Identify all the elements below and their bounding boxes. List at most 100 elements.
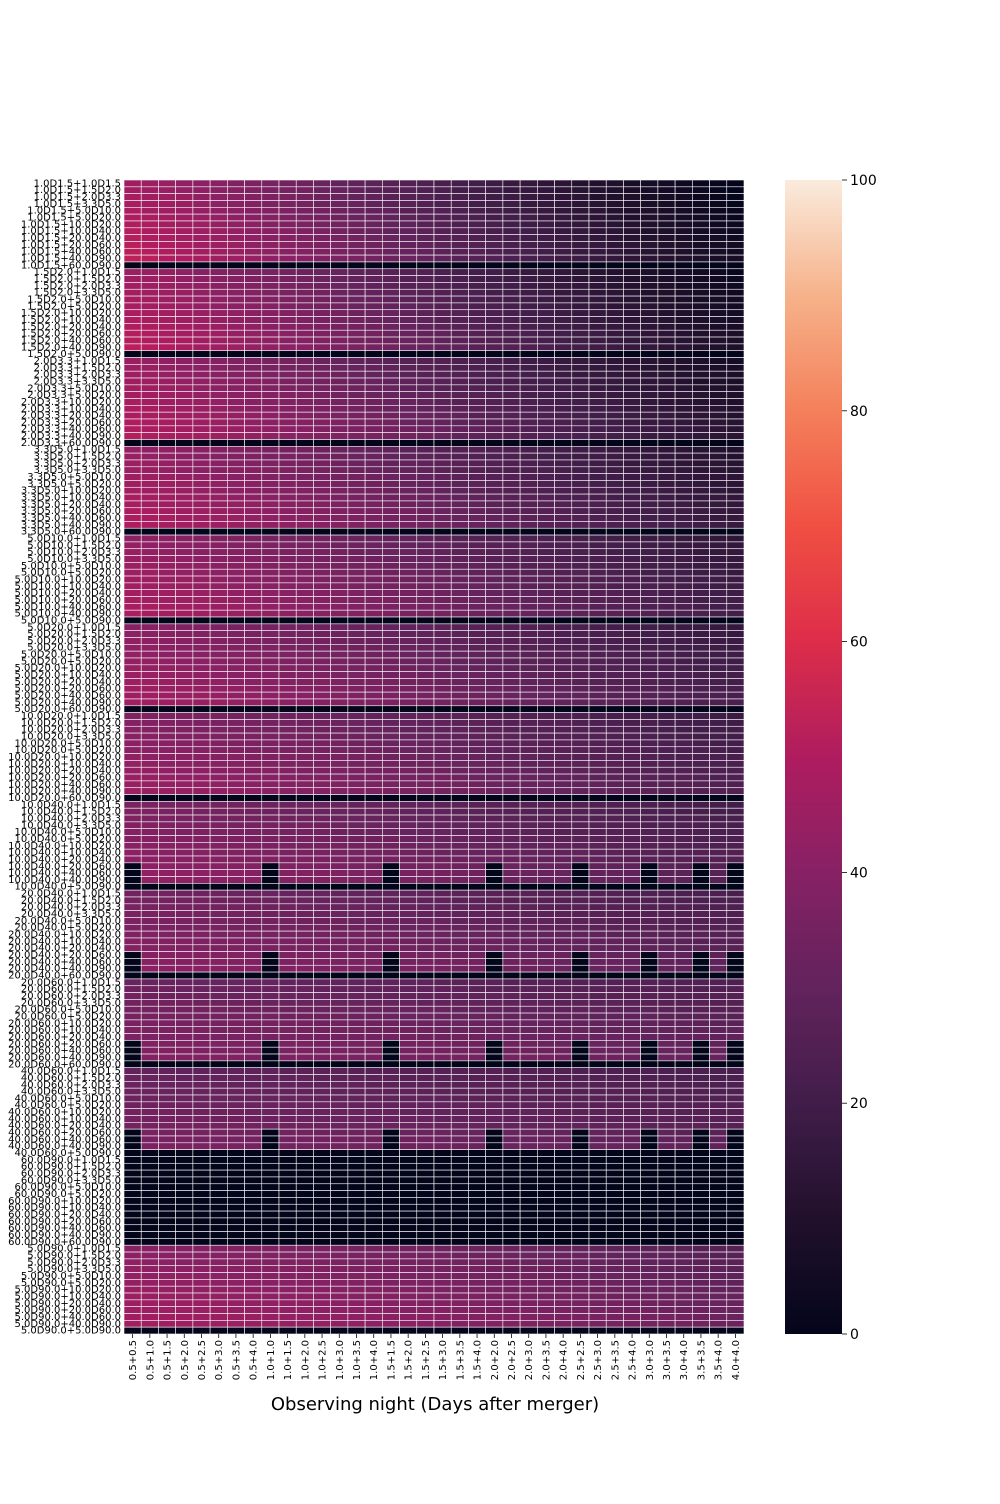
heatmap-cell: [192, 616, 211, 625]
heatmap-cell: [123, 1005, 142, 1014]
heatmap-cell: [192, 1074, 211, 1082]
heatmap-cell: [209, 958, 228, 966]
heatmap-cell: [640, 234, 659, 242]
heatmap-cell: [158, 323, 176, 331]
heatmap-cell: [433, 671, 452, 679]
heatmap-cell: [261, 951, 280, 959]
heatmap-cell: [382, 302, 400, 311]
heatmap-cell: [192, 357, 211, 365]
heatmap-cell: [468, 937, 486, 946]
heatmap-cell: [519, 1033, 538, 1041]
heatmap-cell: [416, 691, 435, 700]
heatmap-cell: [295, 220, 314, 229]
heatmap-cell: [140, 241, 159, 249]
heatmap-cell: [330, 582, 349, 591]
heatmap-cell: [158, 480, 176, 488]
heatmap-cell: [554, 1108, 573, 1116]
heatmap-cell: [554, 807, 573, 816]
heatmap-cell: [502, 739, 521, 748]
heatmap-cell: [485, 220, 504, 229]
heatmap-cell: [692, 466, 710, 474]
heatmap-cell: [261, 486, 280, 495]
heatmap-cell: [140, 384, 159, 392]
heatmap-cell: [588, 473, 607, 481]
heatmap-cell: [537, 616, 555, 625]
heatmap-cell: [364, 288, 383, 297]
heatmap-cell: [123, 657, 142, 666]
heatmap-cell: [605, 801, 624, 809]
heatmap-cell: [674, 650, 693, 659]
heatmap-cell: [399, 807, 418, 816]
heatmap-cell: [502, 644, 521, 652]
heatmap-cell: [450, 944, 469, 952]
heatmap-cell: [726, 309, 745, 317]
heatmap-cell: [209, 288, 228, 297]
heatmap-cell: [692, 1108, 710, 1116]
heatmap-cell: [571, 623, 590, 631]
heatmap-cell: [674, 1087, 693, 1096]
heatmap-cell: [209, 739, 228, 748]
heatmap-cell: [537, 978, 555, 987]
heatmap-cell: [227, 896, 245, 905]
heatmap-cell: [657, 1033, 676, 1041]
heatmap-cell: [244, 213, 263, 222]
heatmap-cell: [709, 603, 728, 611]
heatmap-cell: [175, 480, 194, 488]
heatmap-cell: [485, 766, 504, 775]
heatmap-cell: [313, 807, 331, 816]
heatmap-cell: [657, 821, 676, 829]
heatmap-cell: [295, 268, 314, 276]
heatmap-cell: [399, 1067, 418, 1075]
heatmap-cell: [192, 1046, 211, 1055]
heatmap-cell: [416, 213, 435, 222]
heatmap-cell: [571, 985, 590, 993]
heatmap-cell: [623, 213, 641, 222]
heatmap-cell: [192, 732, 211, 741]
heatmap-cell: [295, 309, 314, 317]
heatmap-cell: [433, 1060, 452, 1068]
heatmap-cell: [347, 179, 366, 188]
heatmap-cell: [244, 760, 263, 768]
heatmap-cell: [244, 466, 263, 474]
heatmap-cell: [692, 418, 710, 427]
heatmap-cell: [382, 1053, 400, 1062]
heatmap-cell: [674, 766, 693, 775]
heatmap-cell: [140, 910, 159, 918]
heatmap-cell: [382, 521, 400, 529]
heatmap-cell: [605, 992, 624, 1000]
heatmap-cell: [450, 186, 469, 194]
heatmap-cell: [709, 227, 728, 235]
heatmap-cell: [468, 978, 486, 987]
heatmap-cell: [313, 295, 331, 304]
heatmap-cell: [468, 883, 486, 891]
heatmap-cell: [399, 370, 418, 379]
heatmap-cell: [502, 691, 521, 700]
heatmap-cell: [227, 958, 245, 966]
heatmap-cell: [192, 282, 211, 290]
heatmap-cell: [227, 589, 245, 597]
heatmap-cell: [674, 630, 693, 638]
heatmap-cell: [605, 336, 624, 345]
heatmap-cell: [382, 596, 400, 604]
heatmap-cell: [330, 650, 349, 659]
heatmap-cell: [468, 207, 486, 215]
heatmap-cell: [450, 862, 469, 870]
heatmap-cell: [433, 350, 452, 358]
heatmap-cell: [209, 951, 228, 959]
heatmap-cell: [416, 780, 435, 789]
heatmap-cell: [726, 671, 745, 679]
heatmap-cell: [433, 200, 452, 208]
heatmap-cell: [140, 227, 159, 235]
heatmap-cell: [502, 664, 521, 672]
heatmap-cell: [347, 1067, 366, 1075]
heatmap-cell: [313, 650, 331, 659]
heatmap-cell: [485, 1108, 504, 1116]
heatmap-cell: [209, 616, 228, 625]
heatmap-cell: [158, 760, 176, 768]
heatmap-cell: [261, 678, 280, 686]
heatmap-cell: [399, 596, 418, 604]
heatmap-cell: [450, 398, 469, 406]
heatmap-cell: [382, 685, 400, 693]
heatmap-cell: [416, 562, 435, 570]
heatmap-cell: [399, 801, 418, 809]
